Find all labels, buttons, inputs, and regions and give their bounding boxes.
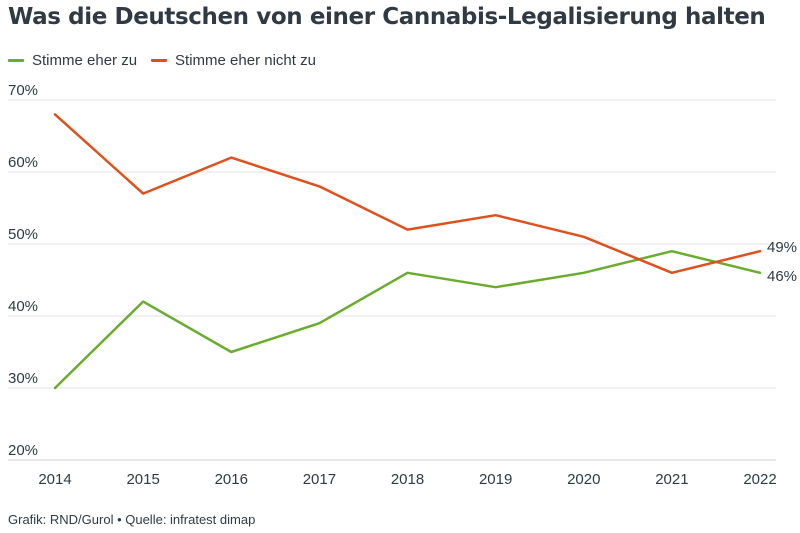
x-tick-label: 2015 [126, 471, 159, 488]
series-line-stimme-eher-zu [53, 249, 762, 390]
x-axis-labels: 2014 2015 2016 2017 2018 2019 2020 2021 2022 [38, 471, 776, 488]
legend-label: Stimme eher nicht zu [175, 52, 316, 69]
gridlines [8, 99, 776, 461]
x-tick-label: 2021 [655, 471, 688, 488]
legend-swatch-orange [151, 59, 168, 62]
y-tick-label: 50% [8, 226, 38, 243]
x-tick-label: 2018 [391, 471, 424, 488]
x-tick-label: 2016 [215, 471, 248, 488]
chart-title: Was die Deutschen von einer Cannabis-Leg… [8, 4, 766, 30]
series-line-stimme-eher-nicht-zu [53, 113, 762, 275]
legend-label: Stimme eher zu [32, 52, 138, 69]
x-tick-label: 2019 [479, 471, 512, 488]
legend-item-stimme-eher-nicht-zu: Stimme eher nicht zu [151, 52, 316, 69]
legend: Stimme eher zu Stimme eher nicht zu [8, 52, 316, 69]
x-tick-label: 2020 [567, 471, 600, 488]
source-note: Grafik: RND/Gurol • Quelle: infratest di… [8, 512, 256, 527]
x-tick-label: 2022 [743, 471, 776, 488]
x-tick-label: 2017 [303, 471, 336, 488]
y-tick-label: 20% [8, 442, 38, 459]
y-tick-label: 40% [8, 298, 38, 315]
end-value-label: 46% [767, 268, 797, 285]
x-tick-label: 2014 [38, 471, 71, 488]
end-labels: 46% 49% [767, 239, 797, 285]
y-tick-label: 70% [8, 82, 38, 99]
y-tick-label: 30% [8, 370, 38, 387]
y-tick-label: 60% [8, 154, 38, 171]
legend-swatch-green [8, 59, 24, 62]
y-axis-labels: 20% 30% 40% 50% 60% 70% [8, 82, 38, 459]
series-lines [53, 113, 762, 390]
end-value-label: 49% [767, 239, 797, 256]
legend-item-stimme-eher-zu: Stimme eher zu [8, 52, 137, 69]
